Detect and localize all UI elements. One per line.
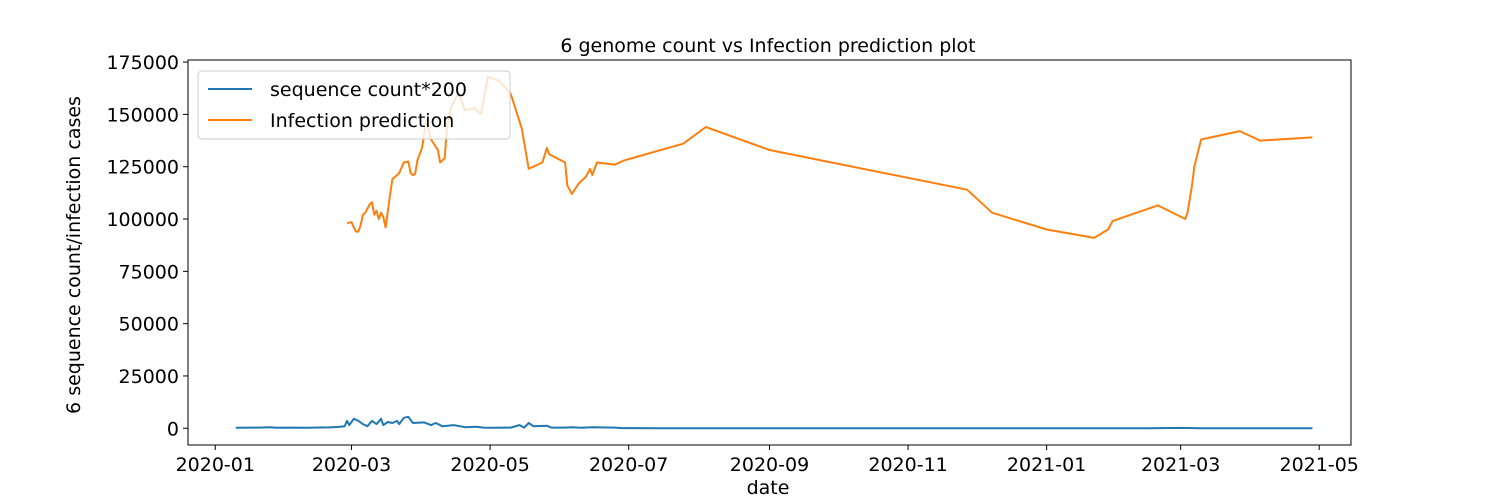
y-tick-label: 100000 xyxy=(106,209,179,231)
x-tick-label: 2021-05 xyxy=(1280,454,1359,476)
y-tick-label: 150000 xyxy=(106,104,179,126)
legend-label-2: Infection prediction xyxy=(270,110,454,132)
chart-title: 6 genome count vs Infection prediction p… xyxy=(560,35,975,57)
x-tick-label: 2021-01 xyxy=(1007,454,1086,476)
y-tick-label: 175000 xyxy=(106,52,179,74)
y-tick-label: 25000 xyxy=(119,366,179,388)
x-axis-label: date xyxy=(747,477,790,499)
x-tick-label: 2020-01 xyxy=(176,454,255,476)
y-tick-label: 50000 xyxy=(119,314,179,336)
x-tick-label: 2020-07 xyxy=(589,454,668,476)
y-axis-label: 6 sequence count/infection cases xyxy=(63,96,85,414)
x-tick-label: 2020-11 xyxy=(868,454,947,476)
legend-box xyxy=(197,70,511,140)
y-tick-label: 125000 xyxy=(106,157,179,179)
x-tick-label: 2020-05 xyxy=(450,454,529,476)
legend: sequence count*200 Infection prediction xyxy=(197,70,511,140)
x-tick-label: 2020-09 xyxy=(730,454,809,476)
x-tick-label: 2020-03 xyxy=(312,454,391,476)
y-tick-label: 75000 xyxy=(119,261,179,283)
x-tick-label: 2021-03 xyxy=(1141,454,1220,476)
series-line-1 xyxy=(235,415,1313,430)
y-tick-label: 0 xyxy=(167,418,179,440)
legend-label-1: sequence count*200 xyxy=(270,79,467,101)
